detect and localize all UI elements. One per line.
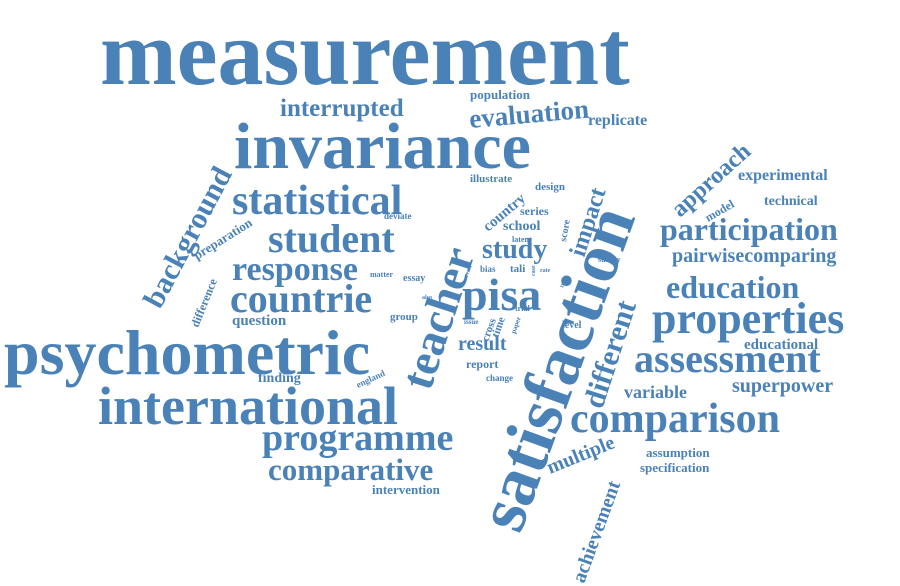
word-superpower: superpower [732,375,833,397]
word-change: change [486,373,513,383]
word-replicate: replicate [588,112,647,129]
word-question: question [232,313,287,329]
word-case: case [531,265,537,276]
word-essay: essay [403,273,425,284]
word-level: level [562,320,582,331]
word-intervention: intervention [372,482,441,497]
word-tali: tali [510,263,525,275]
word-experimental: experimental [738,167,828,184]
word-series: series [520,204,549,218]
word-pairwisecomparing: pairwisecomparing [672,245,836,267]
word-technical: technical [764,194,818,209]
word-pisa: pisa [462,269,541,320]
word-latent: latent [512,235,532,244]
word-programme: programme [262,417,453,459]
word-group: measurement invariance psychometric inte… [4,2,844,586]
word-invariance: invariance [234,110,531,183]
word-trend: trend [463,264,474,280]
word-assessment: assessment [634,336,821,381]
word-measurement: measurement [100,2,630,104]
word-bias: bias [480,264,496,274]
word-assumption: assumption [646,445,710,460]
word-rate: rate [540,268,551,274]
word-student: student [268,216,395,261]
word-trait: trait [559,276,569,289]
word-study: study [482,234,547,265]
word-score: score [558,218,573,242]
word-survey: survey [598,255,621,264]
word-also: also [422,295,432,301]
word-participation: participation [660,211,838,247]
word-education: education [666,269,800,305]
word-design: design [535,181,565,193]
word-group: group [390,311,418,323]
word-issue: issue [464,318,478,326]
word-response: response [232,251,358,288]
word-specification: specification [640,460,710,475]
word-variable: variable [624,382,687,402]
word-result: result [458,333,507,355]
word-report: report [466,357,498,371]
word-population: population [470,87,531,102]
word-illustrate: illustrate [470,173,512,185]
word-educational: educational [744,337,818,353]
word-finding: finding [258,371,301,386]
word-psychometric: psychometric [4,317,370,388]
word-international: international [98,376,398,436]
word-deviate: deviate [384,211,412,221]
word-trial: trial [515,304,530,313]
word-school: school [503,219,540,234]
word-comparison: comparison [570,396,780,442]
word-achievement: achievement [568,478,625,586]
word-interrupted: interrupted [280,95,404,122]
word-matter: matter [370,270,394,279]
word-countrie: countrie [230,276,372,321]
word-comparative: comparative [268,452,433,487]
word-properties: properties [652,294,844,343]
word-statistical: statistical [232,178,402,224]
